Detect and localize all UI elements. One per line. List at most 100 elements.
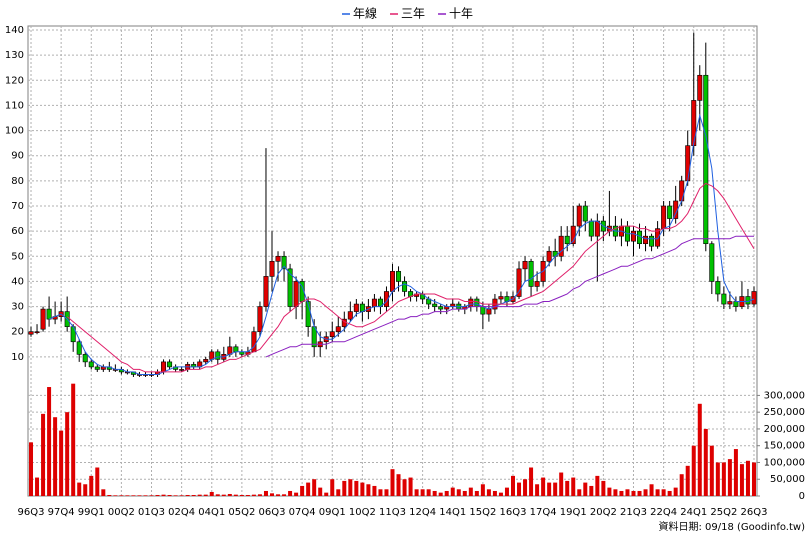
volume-bar xyxy=(59,430,64,496)
candle-body xyxy=(269,261,275,277)
candle-body xyxy=(685,145,691,182)
y-tick-label: 70 xyxy=(11,201,24,212)
volume-bar xyxy=(113,495,118,496)
volume-bar xyxy=(474,490,479,496)
volume-bar xyxy=(83,484,88,496)
y-tick-label: 10 xyxy=(11,352,24,363)
volume-bar xyxy=(492,490,497,496)
volume-bar xyxy=(727,459,732,496)
candle-body xyxy=(576,205,582,227)
volume-bar xyxy=(535,484,540,496)
volume-bar xyxy=(251,494,256,496)
volume-bar xyxy=(721,462,726,496)
volume-bar xyxy=(342,480,347,496)
volume-bar xyxy=(426,489,431,496)
volume-bar xyxy=(697,403,702,496)
volume-bar xyxy=(366,484,371,496)
x-tick-label: 19Q1 xyxy=(560,507,587,518)
candle-body xyxy=(371,298,377,307)
volume-bar xyxy=(523,479,528,496)
volume-bar xyxy=(101,489,106,496)
volume-bar xyxy=(107,494,112,496)
volume-bar xyxy=(330,479,335,496)
volume-bar xyxy=(547,482,552,496)
candle-body xyxy=(396,271,402,282)
x-tick-label: 25Q2 xyxy=(710,507,737,518)
candle-body xyxy=(263,276,269,307)
volume-bar xyxy=(221,494,226,496)
volume-bar xyxy=(354,480,359,496)
x-tick-label: 00Q2 xyxy=(108,507,135,518)
candle-body xyxy=(715,281,721,295)
volume-bar xyxy=(649,484,654,496)
volume-bar xyxy=(703,428,708,496)
y-tick-label: 120 xyxy=(5,75,24,86)
candle-body xyxy=(167,361,173,368)
y-tick-label: 130 xyxy=(5,50,24,61)
candle-body xyxy=(28,331,34,335)
volume-bar xyxy=(384,489,389,496)
volume-bar xyxy=(619,490,624,496)
y-tick-label: 110 xyxy=(5,100,24,111)
volume-bar xyxy=(559,472,564,496)
volume-bar xyxy=(306,482,311,496)
candle-body xyxy=(697,74,703,101)
candle-body xyxy=(745,296,751,305)
legend-label: 三年 xyxy=(401,7,425,21)
candle-body xyxy=(88,361,94,368)
y-tick-label: 30 xyxy=(11,302,24,313)
volume-bar xyxy=(294,492,299,496)
x-tick-label: 01Q3 xyxy=(138,507,165,518)
candle-body xyxy=(335,326,341,333)
y-tick-label: 50 xyxy=(11,251,24,262)
volume-bar xyxy=(318,487,323,496)
candle-body xyxy=(40,308,46,330)
volume-bar xyxy=(312,479,317,496)
volume-bar xyxy=(282,494,287,496)
x-tick-label: 24Q1 xyxy=(680,507,707,518)
candle-body xyxy=(281,255,287,270)
volume-bar xyxy=(179,495,184,496)
candle-body xyxy=(34,331,40,334)
candle-body xyxy=(474,298,480,307)
candle-body xyxy=(703,74,709,245)
y-tick-label: 40 xyxy=(11,276,24,287)
x-tick-label: 14Q1 xyxy=(439,507,466,518)
volume-bar xyxy=(47,387,52,496)
volume-bar xyxy=(601,480,606,496)
volume-bar xyxy=(41,413,46,496)
volume-bar xyxy=(715,462,720,496)
candle-body xyxy=(293,281,299,307)
candle-body xyxy=(389,271,395,292)
volume-bar xyxy=(510,475,515,496)
candle-body xyxy=(594,220,600,237)
volume-bar xyxy=(685,465,690,496)
x-tick-label: 11Q3 xyxy=(379,507,406,518)
volume-bar xyxy=(257,494,262,496)
candle-body xyxy=(709,243,715,282)
volume-bar xyxy=(276,494,281,496)
legend-label: 年線 xyxy=(353,6,377,21)
volume-bar xyxy=(733,449,738,496)
volume-bar xyxy=(155,494,160,496)
x-tick-label: 07Q4 xyxy=(289,507,316,518)
x-tick-label: 06Q3 xyxy=(259,507,286,518)
y-tick-label: 140 xyxy=(5,25,24,36)
volume-bar xyxy=(390,469,395,496)
volume-bar xyxy=(372,485,377,496)
candle-body xyxy=(76,341,82,355)
x-tick-label: 96Q3 xyxy=(18,507,45,518)
volume-bar xyxy=(378,489,383,496)
candle-body xyxy=(233,346,239,353)
candle-body xyxy=(582,205,588,222)
x-tick-label: 12Q4 xyxy=(409,507,436,518)
y2-tick-label: 100,000 xyxy=(764,457,805,468)
volume-bar xyxy=(504,487,509,496)
volume-bar xyxy=(71,383,76,496)
volume-bar xyxy=(565,480,570,496)
ma-line xyxy=(48,113,755,375)
candle-body xyxy=(329,331,335,338)
candle-body xyxy=(432,303,438,307)
volume-bar xyxy=(613,489,618,496)
